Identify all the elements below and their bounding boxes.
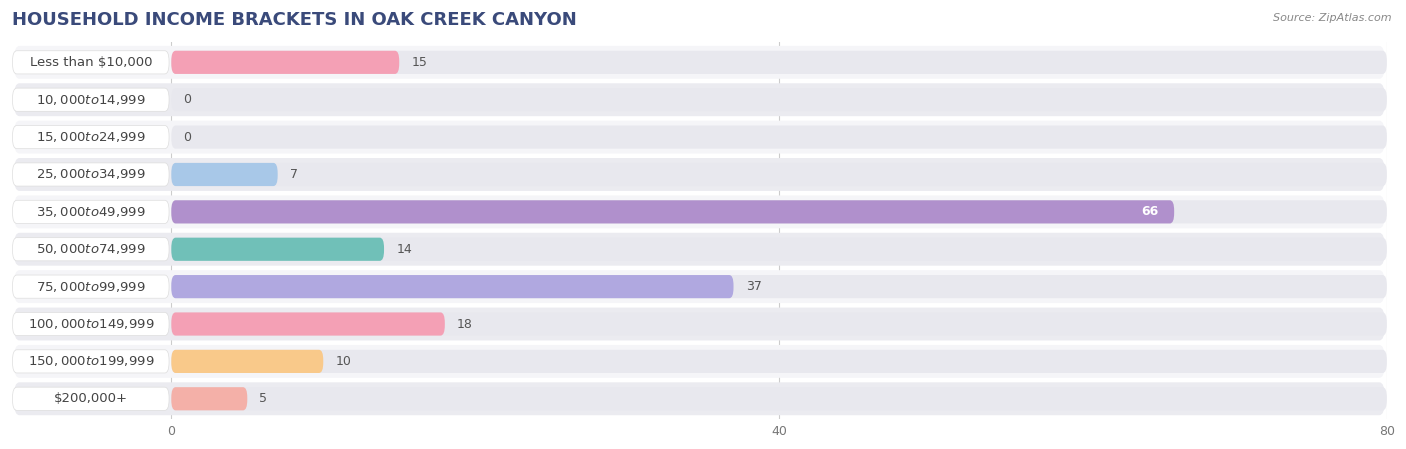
FancyBboxPatch shape <box>14 308 1385 340</box>
FancyBboxPatch shape <box>172 200 1386 224</box>
Text: Source: ZipAtlas.com: Source: ZipAtlas.com <box>1274 13 1392 23</box>
FancyBboxPatch shape <box>14 195 1385 228</box>
Text: $150,000 to $199,999: $150,000 to $199,999 <box>28 354 155 368</box>
FancyBboxPatch shape <box>13 51 169 74</box>
FancyBboxPatch shape <box>13 387 169 410</box>
FancyBboxPatch shape <box>14 383 1385 415</box>
FancyBboxPatch shape <box>172 51 399 74</box>
Text: 15: 15 <box>412 56 427 69</box>
Text: $15,000 to $24,999: $15,000 to $24,999 <box>37 130 146 144</box>
FancyBboxPatch shape <box>14 46 1385 79</box>
Text: 14: 14 <box>396 243 412 256</box>
Text: Less than $10,000: Less than $10,000 <box>30 56 152 69</box>
Text: $200,000+: $200,000+ <box>53 392 128 405</box>
FancyBboxPatch shape <box>172 275 1386 298</box>
FancyBboxPatch shape <box>13 313 169 335</box>
Text: 0: 0 <box>183 131 191 144</box>
Text: 0: 0 <box>183 93 191 106</box>
FancyBboxPatch shape <box>14 345 1385 378</box>
FancyBboxPatch shape <box>172 387 1386 410</box>
FancyBboxPatch shape <box>172 200 1174 224</box>
FancyBboxPatch shape <box>172 350 323 373</box>
Text: 37: 37 <box>745 280 762 293</box>
FancyBboxPatch shape <box>13 88 169 111</box>
Text: $100,000 to $149,999: $100,000 to $149,999 <box>28 317 155 331</box>
FancyBboxPatch shape <box>13 350 169 373</box>
Text: 66: 66 <box>1142 205 1159 218</box>
FancyBboxPatch shape <box>13 200 169 224</box>
Text: $35,000 to $49,999: $35,000 to $49,999 <box>37 205 146 219</box>
FancyBboxPatch shape <box>13 238 169 261</box>
Text: $25,000 to $34,999: $25,000 to $34,999 <box>37 167 146 181</box>
FancyBboxPatch shape <box>172 238 384 261</box>
FancyBboxPatch shape <box>172 88 1386 111</box>
FancyBboxPatch shape <box>172 51 1386 74</box>
Text: 7: 7 <box>290 168 298 181</box>
FancyBboxPatch shape <box>172 163 1386 186</box>
FancyBboxPatch shape <box>14 270 1385 303</box>
Text: 5: 5 <box>260 392 267 405</box>
FancyBboxPatch shape <box>172 313 1386 335</box>
FancyBboxPatch shape <box>14 121 1385 154</box>
Text: 18: 18 <box>457 317 472 330</box>
Text: $10,000 to $14,999: $10,000 to $14,999 <box>37 93 146 107</box>
FancyBboxPatch shape <box>172 387 247 410</box>
Text: 10: 10 <box>336 355 352 368</box>
FancyBboxPatch shape <box>172 126 1386 149</box>
FancyBboxPatch shape <box>13 163 169 186</box>
FancyBboxPatch shape <box>172 275 734 298</box>
FancyBboxPatch shape <box>172 163 277 186</box>
FancyBboxPatch shape <box>172 350 1386 373</box>
FancyBboxPatch shape <box>172 313 444 335</box>
Text: HOUSEHOLD INCOME BRACKETS IN OAK CREEK CANYON: HOUSEHOLD INCOME BRACKETS IN OAK CREEK C… <box>11 11 576 29</box>
FancyBboxPatch shape <box>172 238 1386 261</box>
FancyBboxPatch shape <box>14 83 1385 116</box>
FancyBboxPatch shape <box>14 158 1385 191</box>
FancyBboxPatch shape <box>13 126 169 149</box>
FancyBboxPatch shape <box>14 233 1385 266</box>
Text: $75,000 to $99,999: $75,000 to $99,999 <box>37 280 146 294</box>
Text: $50,000 to $74,999: $50,000 to $74,999 <box>37 242 146 256</box>
FancyBboxPatch shape <box>13 275 169 298</box>
